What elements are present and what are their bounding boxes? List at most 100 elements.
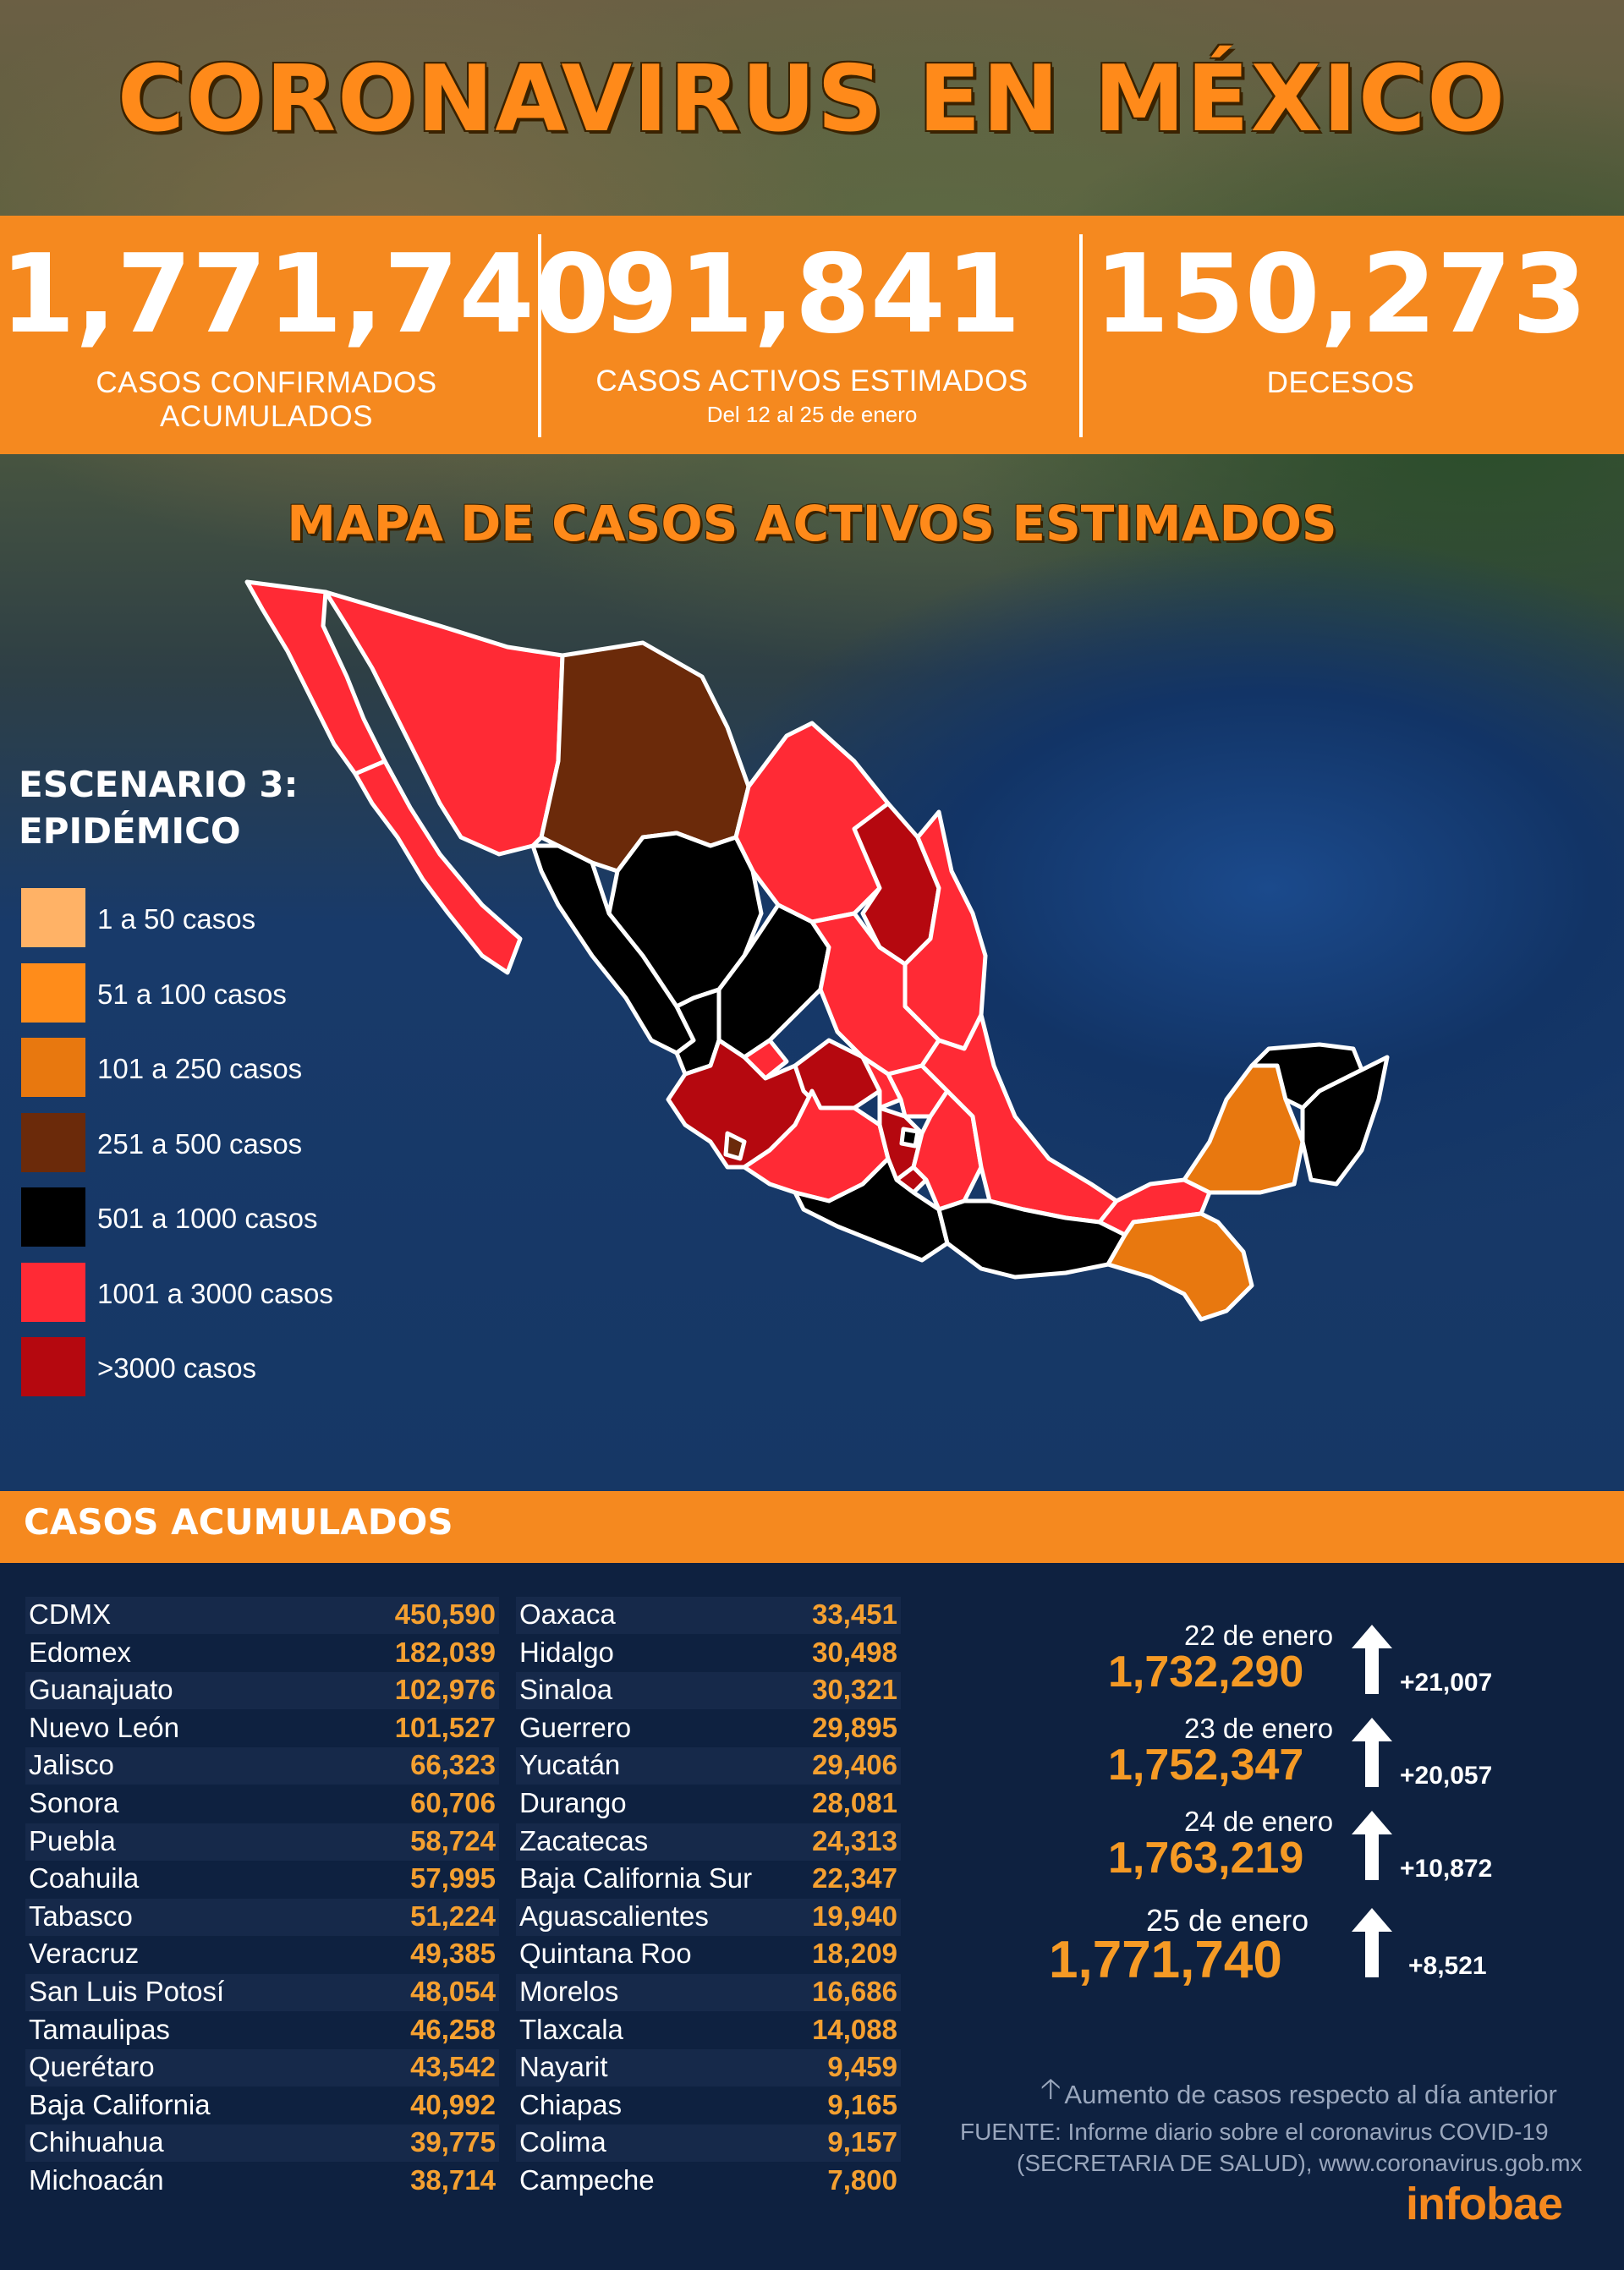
state-name: Hidalgo [519, 1636, 614, 1668]
state-cases: 51,224 [410, 1900, 496, 1932]
increase-note: 🡡 Aumento de casos respecto al día anteri… [1040, 2073, 1557, 2122]
daily-date: 25 de enero [1146, 1903, 1309, 1938]
up-arrow-icon: 🡡 [1040, 2073, 1062, 2105]
legend-label: >3000 casos [97, 1352, 257, 1384]
accumulated-header-bar [0, 1491, 1624, 1563]
daily-total: 1,732,290 [1108, 1648, 1304, 1697]
table-row: Guanajuato 102,976 [25, 1672, 499, 1710]
map-title: MAPA DE CASOS ACTIVOS ESTIMADOS [287, 495, 1337, 552]
state-guanajuato [793, 1038, 882, 1110]
table-row: Coahuila 57,995 [25, 1861, 499, 1898]
state-name: Baja California Sur [519, 1862, 753, 1894]
mexico-map [244, 579, 1390, 1322]
state-name: Veracruz [29, 1938, 140, 1970]
table-row: Aguascalientes 19,940 [516, 1898, 901, 1936]
daily-increase: +10,872 [1400, 1855, 1493, 1883]
state-name: Sonora [29, 1787, 119, 1818]
deaths-value: 150,273 [1094, 232, 1588, 358]
state-cases: 102,976 [394, 1674, 496, 1706]
state-cases: 43,542 [410, 2051, 496, 2083]
legend-title-line1: ESCENARIO 3: [19, 764, 299, 805]
state-name: San Luis Potosí [29, 1976, 225, 2007]
legend-title-line2: EPIDÉMICO [19, 810, 241, 852]
state-cases: 39,775 [410, 2126, 496, 2158]
legend-label: 251 a 500 casos [97, 1127, 303, 1160]
daily-total: 1,763,219 [1108, 1834, 1304, 1883]
table-row: Yucatán 29,406 [516, 1747, 901, 1785]
state-cases: 58,724 [410, 1824, 496, 1856]
stat-confirmed: 1,771,740 CASOS CONFIRMADOS ACUMULADOS [0, 216, 610, 454]
state-baja-california-sur [353, 759, 523, 975]
table-row: Campeche 7,800 [516, 2163, 901, 2200]
up-arrow-icon [1352, 1625, 1392, 1694]
table-row: Quintana Roo 18,209 [516, 1936, 901, 1973]
state-cases: 29,406 [812, 1749, 897, 1781]
table-row: Tabasco 51,224 [25, 1898, 499, 1936]
up-arrow-icon [1352, 1811, 1392, 1880]
table-row: Hidalgo 30,498 [516, 1635, 901, 1672]
state-cases: 46,258 [410, 2013, 496, 2045]
state-name: Querétaro [29, 2051, 155, 2083]
active-value: 91,841 [603, 232, 1021, 358]
table-row: Querétaro 43,542 [25, 2049, 499, 2087]
stats-bar: 1,771,740 CASOS CONFIRMADOS ACUMULADOS 9… [0, 216, 1624, 454]
state-name: Chihuahua [29, 2126, 164, 2158]
state-cases: 450,590 [394, 1598, 496, 1630]
table-row: Chiapas 9,165 [516, 2087, 901, 2125]
up-arrow-icon [1352, 1908, 1392, 1977]
increase-note-text: Aumento de casos respecto al día anterio… [1064, 2080, 1557, 2109]
state-name: Guerrero [519, 1711, 632, 1743]
state-cases: 19,940 [812, 1900, 897, 1932]
state-name: Puebla [29, 1824, 116, 1856]
state-cdmx [899, 1127, 920, 1149]
daily-increase: +8,521 [1408, 1952, 1487, 1980]
state-cases: 9,165 [827, 2088, 897, 2120]
table-row: Zacatecas 24,313 [516, 1823, 901, 1861]
legend-label: 1001 a 3000 casos [97, 1277, 333, 1309]
state-cases: 30,321 [812, 1674, 897, 1706]
daily-increase: +20,057 [1400, 1762, 1493, 1790]
state-cases: 30,498 [812, 1636, 897, 1668]
state-cases: 57,995 [410, 1862, 496, 1894]
state-cases: 101,527 [394, 1711, 496, 1743]
daily-date: 23 de enero [1184, 1713, 1334, 1744]
stat-deaths: 150,273 DECESOS [1087, 216, 1594, 454]
stat-divider [538, 234, 541, 437]
state-name: Morelos [519, 1976, 619, 2007]
state-name: Nuevo León [29, 1711, 179, 1743]
daily-total: 1,771,740 [1049, 1931, 1282, 1989]
state-name: Michoacán [29, 2164, 164, 2196]
accumulated-title: CASOS ACUMULADOS [24, 1501, 453, 1543]
state-cases: 33,451 [812, 1598, 897, 1630]
table-row: Veracruz 49,385 [25, 1936, 499, 1973]
confirmed-value: 1,771,740 [0, 232, 610, 358]
state-cases: 7,800 [827, 2164, 897, 2196]
table-row: Jalisco 66,323 [25, 1747, 499, 1785]
table-row: Baja California Sur 22,347 [516, 1861, 901, 1898]
state-colima [723, 1131, 747, 1161]
active-sub: Del 12 al 25 de enero [706, 402, 918, 427]
state-quintana-roo [1300, 1055, 1390, 1187]
state-cases: 29,895 [812, 1711, 897, 1743]
table-row: Nuevo León 101,527 [25, 1710, 499, 1747]
legend-title: ESCENARIO 3: EPIDÉMICO [19, 761, 298, 854]
state-cases: 60,706 [410, 1787, 496, 1818]
legend-swatch [21, 888, 85, 947]
legend-label: 1 a 50 casos [97, 903, 256, 935]
state-name: Oaxaca [519, 1598, 616, 1630]
state-name: Edomex [29, 1636, 132, 1668]
state-cases: 24,313 [812, 1824, 897, 1856]
table-row: Baja California 40,992 [25, 2087, 499, 2125]
state-name: Baja California [29, 2088, 211, 2120]
state-sonora [323, 589, 565, 857]
state-name: Jalisco [29, 1749, 114, 1781]
state-cases: 40,992 [410, 2088, 496, 2120]
daily-increase: +21,007 [1400, 1669, 1493, 1697]
state-name: Guanajuato [29, 1674, 173, 1706]
state-name: Tlaxcala [519, 2013, 623, 2045]
legend-label: 501 a 1000 casos [97, 1203, 318, 1234]
state-name: Colima [519, 2126, 606, 2158]
state-name: Aguascalientes [519, 1900, 709, 1932]
state-cases: 14,088 [812, 2013, 897, 2045]
infobae-logo: infobae [1406, 2179, 1563, 2229]
